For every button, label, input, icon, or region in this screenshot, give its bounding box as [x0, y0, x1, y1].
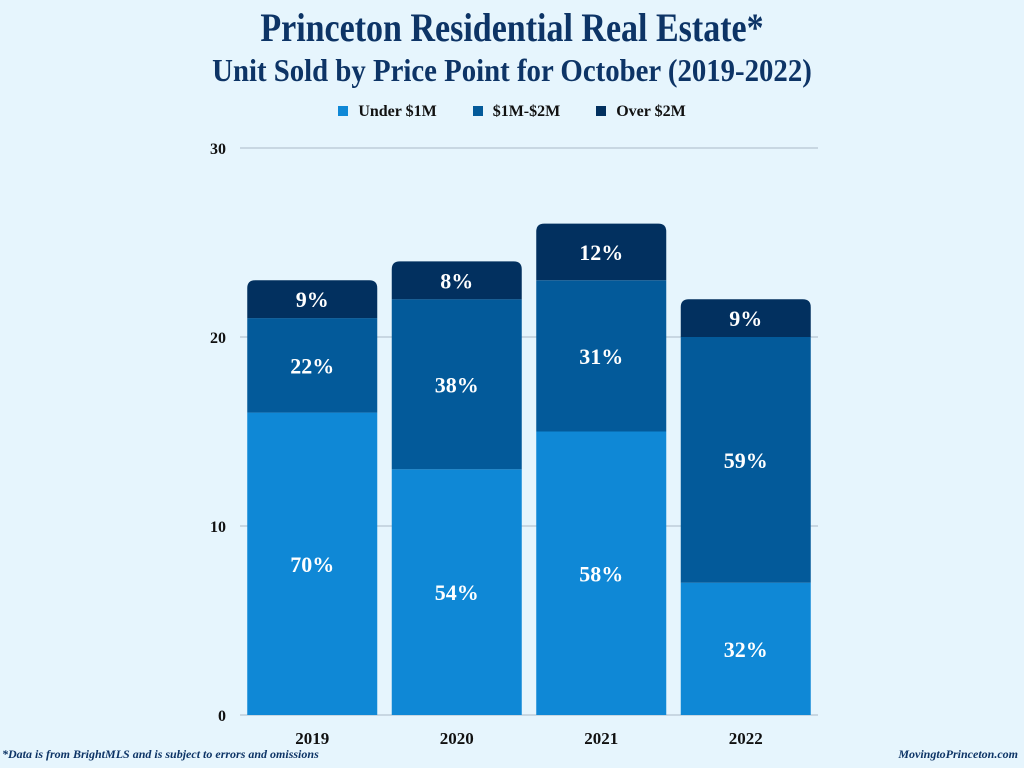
chart-title: Princeton Residential Real Estate*: [260, 5, 764, 50]
bar-segment: [536, 223, 667, 281]
data-label: 32%: [724, 637, 768, 662]
legend-swatch: [472, 106, 483, 116]
legend-label: $1M-$2M: [492, 103, 561, 120]
x-tick-label: 2022: [729, 729, 763, 748]
data-label: 22%: [290, 353, 334, 378]
y-tick-label: 20: [210, 330, 226, 347]
footer-site: MovingtoPrinceton.com: [898, 747, 1018, 761]
legend-label: Under $1M: [358, 103, 437, 120]
bar-segment: [247, 280, 378, 319]
data-label: 54%: [435, 580, 479, 605]
bar-segment: [680, 582, 811, 715]
y-tick-label: 10: [210, 519, 226, 536]
data-label: 9%: [296, 287, 329, 312]
legend-item: Over $2M: [596, 103, 686, 121]
legend-item: Under $1M: [338, 103, 437, 121]
y-tick-label: 0: [218, 708, 226, 725]
data-label: 12%: [579, 240, 623, 265]
y-tick-label: 30: [210, 141, 226, 158]
legend: Under $1M $1M-$2M Over $2M: [0, 103, 1024, 121]
data-label: 58%: [579, 561, 623, 586]
data-label: 70%: [290, 552, 334, 577]
legend-swatch: [338, 106, 349, 116]
x-tick-label: 2019: [295, 729, 329, 748]
x-tick-label: 2021: [584, 729, 618, 748]
data-label: 38%: [435, 372, 479, 397]
footer-note: *Data is from BrightMLS and is subject t…: [2, 747, 319, 761]
x-tick-label: 2020: [440, 729, 474, 748]
chart-subtitle: Unit Sold by Price Point for October (20…: [212, 52, 812, 88]
bar-segment: [391, 299, 522, 470]
bar-segment: [247, 318, 378, 413]
bar-segment: [391, 469, 522, 715]
bar-segment: [536, 431, 667, 715]
bar-segment: [680, 337, 811, 583]
bar-segment: [247, 412, 378, 715]
data-label: 59%: [724, 448, 768, 473]
data-label: 9%: [729, 306, 762, 331]
bar-segment: [391, 261, 522, 300]
legend-swatch: [596, 106, 607, 116]
legend-item: $1M-$2M: [472, 103, 561, 121]
data-label: 31%: [579, 344, 623, 369]
data-label: 8%: [440, 268, 473, 293]
bar-segment: [680, 299, 811, 337]
bar-segment: [536, 280, 667, 432]
legend-label: Over $2M: [616, 103, 686, 120]
